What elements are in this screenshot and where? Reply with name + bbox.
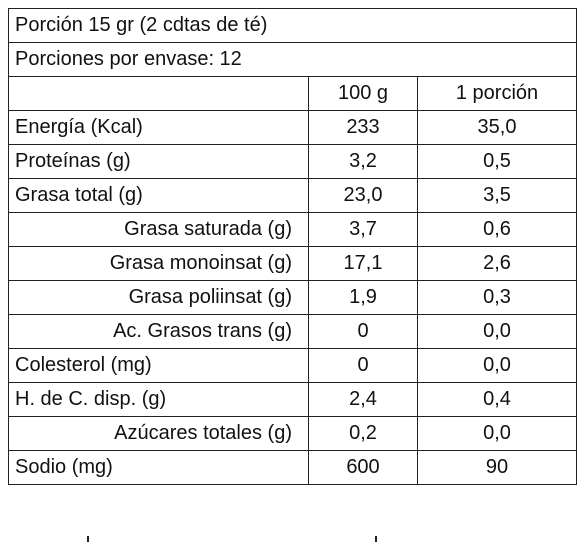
nutrient-value: 2,4 [308,382,418,417]
rows: Energía (Kcal) 233 35,0 Proteínas (g) 3,2 0,5… [8,110,577,485]
nutrient-label: Azúcares totales (g) [8,416,309,451]
nutrient-value: 35,0 [417,110,577,145]
nutrient-value: 3,7 [308,212,418,247]
row: H. de C. disp. (g) 2,4 0,4 [8,382,577,417]
nutrient-value: 17,1 [308,246,418,281]
nutrient-label: Ac. Grasos trans (g) [8,314,309,349]
nutrient-label: Grasa poliinsat (g) [8,280,309,315]
nutrient-value: 0 [308,348,418,383]
nutrient-value: 0,0 [417,314,577,349]
header-empty [8,76,309,111]
nutrient-value: 0,3 [417,280,577,315]
nutrient-label: Grasa total (g) [8,178,309,213]
row: Sodio (mg) 600 90 [8,450,577,485]
row: Energía (Kcal) 233 35,0 [8,110,577,145]
row: Grasa total (g) 23,0 3,5 [8,178,577,213]
nutrient-value: 0,0 [417,416,577,451]
nutrient-value: 0,0 [417,348,577,383]
nutrient-label: H. de C. disp. (g) [8,382,309,417]
nutrient-value: 600 [308,450,418,485]
nutrient-value: 1,9 [308,280,418,315]
nutrient-value: 0 [308,314,418,349]
nutrient-label: Sodio (mg) [8,450,309,485]
row: Grasa poliinsat (g) 1,9 0,3 [8,280,577,315]
nutrient-value: 2,6 [417,246,577,281]
border-stub [375,536,377,542]
header-cell: 100 g [308,76,418,111]
nutrient-value: 0,6 [417,212,577,247]
border-stub [87,536,89,542]
nutrient-value: 90 [417,450,577,485]
nutrient-value: 23,0 [308,178,418,213]
header-cell: 1 porción [417,76,577,111]
row: Ac. Grasos trans (g) 0 0,0 [8,314,577,349]
nutrient-value: 0,5 [417,144,577,179]
row: Grasa monoinsat (g) 17,1 2,6 [8,246,577,281]
row: Proteínas (g) 3,2 0,5 [8,144,577,179]
nutrient-label: Energía (Kcal) [8,110,309,145]
nutrient-label: Grasa saturada (g) [8,212,309,247]
row: Colesterol (mg) 0 0,0 [8,348,577,383]
nutrient-value: 0,2 [308,416,418,451]
nutrient-value: 233 [308,110,418,145]
nutrient-label: Colesterol (mg) [8,348,309,383]
nutrient-value: 3,2 [308,144,418,179]
servings: Porciones por envase: 12 [8,42,577,77]
row: Azúcares totales (g) 0,2 0,0 [8,416,577,451]
nutrient-label: Proteínas (g) [8,144,309,179]
row: Grasa saturada (g) 3,7 0,6 [8,212,577,247]
nutrition-table: Porción 15 gr (2 cdtas de té) Porciones … [8,8,577,485]
nutrient-value: 0,4 [417,382,577,417]
nutrient-value: 3,5 [417,178,577,213]
nutrient-label: Grasa monoinsat (g) [8,246,309,281]
title: Porción 15 gr (2 cdtas de té) [8,8,577,43]
